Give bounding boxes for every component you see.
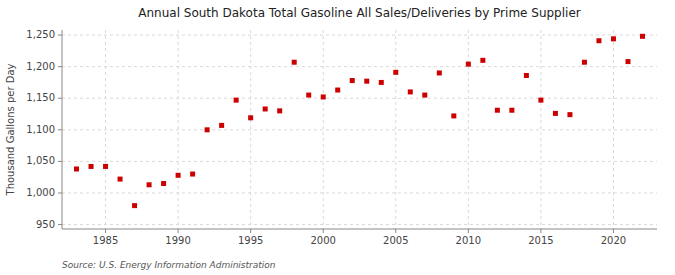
x-tick-label: 2005 [383, 235, 408, 246]
point [495, 108, 500, 113]
y-tick-label: 1,100 [26, 124, 55, 135]
chart: 950 1,000 1,050 1,100 1,150 1,200 1,250 1985 199… [0, 0, 675, 275]
y-tick-label: 1,000 [26, 187, 55, 198]
point [292, 60, 297, 65]
y-tick [58, 192, 62, 193]
title: Annual South Dakota Total Gasoline All S… [138, 6, 580, 20]
point [408, 89, 413, 94]
point [263, 106, 268, 111]
point [625, 59, 630, 64]
y-tick-label: 1,250 [26, 29, 55, 40]
point [147, 182, 152, 187]
y-tick [58, 129, 62, 130]
point [538, 98, 543, 103]
point [248, 115, 253, 120]
x-tick-label: 1985 [93, 235, 118, 246]
point [350, 78, 355, 83]
grid-line [62, 66, 657, 67]
grid-line [468, 30, 469, 229]
point [205, 127, 210, 132]
point [364, 79, 369, 84]
grid-line [62, 35, 657, 36]
y-tick-label: 950 [36, 219, 55, 230]
point [306, 93, 311, 98]
x-tick [540, 229, 541, 233]
grid-line [613, 30, 614, 229]
point [176, 173, 181, 178]
x-tick-label: 2000 [310, 235, 335, 246]
point [219, 123, 224, 128]
source-note: Source: U.S. Energy Information Administ… [62, 260, 276, 270]
y-tick [58, 66, 62, 67]
point [611, 36, 616, 41]
point [582, 60, 587, 65]
x-tick [323, 229, 324, 233]
points [74, 34, 645, 208]
x-tick [105, 229, 106, 233]
point [321, 94, 326, 99]
grid-line [62, 161, 657, 162]
y-tick-label: 1,050 [26, 155, 55, 166]
point [509, 108, 514, 113]
x-tick [613, 229, 614, 233]
point [466, 62, 471, 67]
grid-line [178, 30, 179, 229]
grid-line [323, 30, 324, 229]
point [640, 34, 645, 39]
point [103, 164, 108, 169]
grid-line [62, 192, 657, 193]
point [335, 88, 340, 93]
point [480, 58, 485, 63]
point [190, 172, 195, 177]
x-tick [178, 229, 179, 233]
point [422, 93, 427, 98]
grid-line [62, 224, 657, 225]
y-tick [58, 98, 62, 99]
point [451, 113, 456, 118]
point [596, 38, 601, 43]
point [567, 112, 572, 117]
x-tick-label: 2010 [456, 235, 481, 246]
point [118, 177, 123, 182]
point [437, 70, 442, 75]
y-axis-label: Thousand Gallons per Day [5, 63, 16, 196]
y-tick [58, 35, 62, 36]
grid [62, 30, 657, 229]
grid-line [395, 30, 396, 229]
x-tick-label: 1990 [165, 235, 190, 246]
x-axis-line [62, 229, 657, 230]
grid-line [540, 30, 541, 229]
x-tick-label: 2015 [528, 235, 553, 246]
grid-line [62, 129, 657, 130]
y-tick-label: 1,200 [26, 61, 55, 72]
grid-line [105, 30, 106, 229]
point [74, 166, 79, 171]
grid-line [250, 30, 251, 229]
point [379, 80, 384, 85]
point [89, 164, 94, 169]
point [132, 203, 137, 208]
x-tick [468, 229, 469, 233]
point [524, 73, 529, 78]
point [393, 70, 398, 75]
y-tick [58, 161, 62, 162]
y-tick [58, 224, 62, 225]
x-tick-label: 1995 [238, 235, 263, 246]
x-tick-label: 2020 [601, 235, 626, 246]
point [277, 108, 282, 113]
x-tick [395, 229, 396, 233]
grid-line [62, 98, 657, 99]
point [553, 111, 558, 116]
y-tick-label: 1,150 [26, 92, 55, 103]
point [161, 181, 166, 186]
x-tick [250, 229, 251, 233]
point [234, 98, 239, 103]
